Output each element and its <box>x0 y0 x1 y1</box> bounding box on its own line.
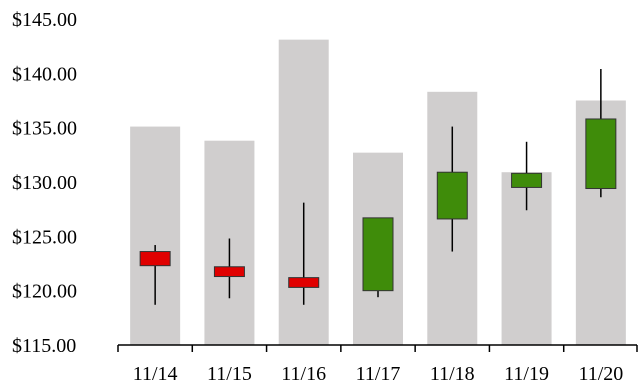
x-tick-label: 11/19 <box>504 363 549 385</box>
candle-11-15 <box>213 238 245 299</box>
x-tick-label: 11/16 <box>281 363 326 385</box>
x-tick-label: 11/20 <box>578 363 623 385</box>
candle-body-11-14 <box>139 251 171 267</box>
candle-11-14 <box>139 245 171 305</box>
y-tick-label: $120.00 <box>12 281 77 303</box>
candle-body-11-18 <box>436 171 468 220</box>
x-tick-label: 11/18 <box>430 363 475 385</box>
candle-11-18 <box>436 126 468 252</box>
volume-bar-11-14 <box>130 126 181 345</box>
y-tick-label: $130.00 <box>12 172 77 194</box>
y-tick-label: $145.00 <box>12 9 77 31</box>
candle-11-19 <box>511 141 543 211</box>
candlesticks <box>139 68 617 305</box>
x-tick-label: 11/15 <box>207 363 252 385</box>
candle-11-16 <box>288 202 320 305</box>
candle-11-20 <box>585 68 617 198</box>
candle-body-11-15 <box>213 266 245 278</box>
volume-bars <box>130 39 626 345</box>
y-tick-label: $135.00 <box>12 118 77 140</box>
candle-body-11-16 <box>288 277 320 288</box>
candle-body-11-19 <box>511 172 543 188</box>
x-tick-label: 11/14 <box>133 363 178 385</box>
y-tick-label: $140.00 <box>12 63 77 85</box>
candle-body-11-17 <box>362 217 394 292</box>
y-tick-label: $125.00 <box>12 226 77 248</box>
y-tick-label: $115.00 <box>12 335 76 357</box>
candle-body-11-20 <box>585 118 617 190</box>
axes: $115.00 $120.00 $125.00 $130.00 $135.00 $140.… <box>12 9 638 385</box>
candle-11-17 <box>362 217 394 298</box>
x-tick-label: 11/17 <box>356 363 401 385</box>
